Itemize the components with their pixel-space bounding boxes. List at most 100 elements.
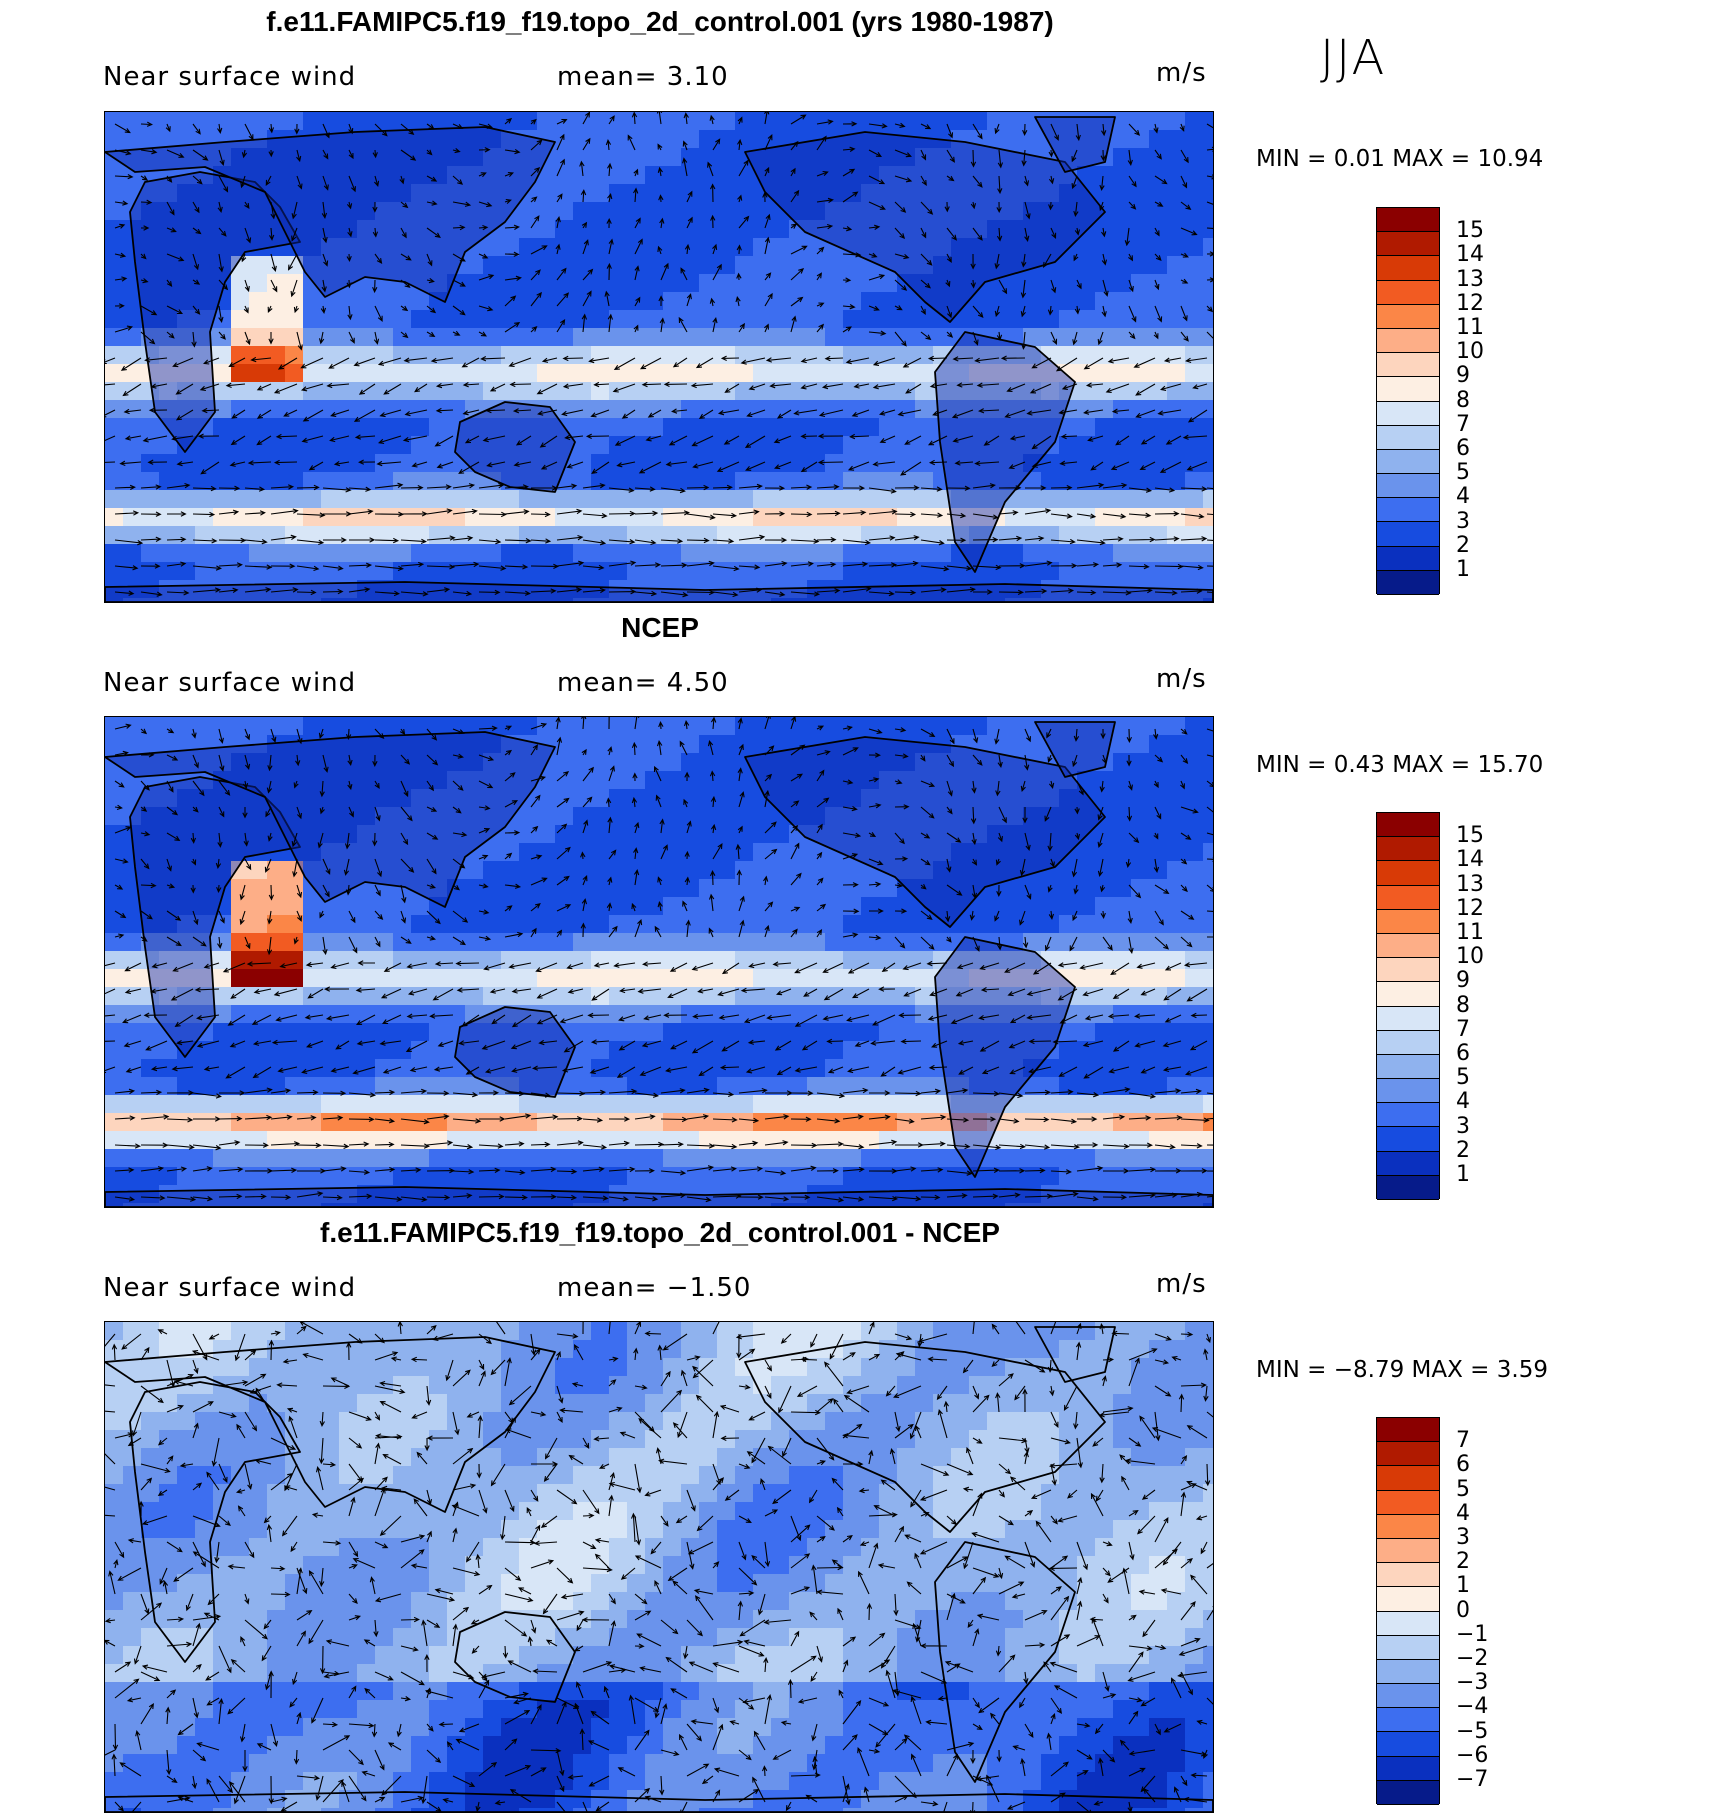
wind-vector [211,1437,220,1467]
wind-vector [905,383,922,394]
wind-vector [660,562,688,568]
wind-vector [598,1463,610,1469]
wind-vector [776,1066,792,1076]
wind-vector [764,134,773,151]
wind-vector [1024,754,1030,771]
wind-vector [613,357,636,371]
wind-vector [764,745,775,756]
wind-vector [1154,1644,1167,1651]
wind-vector [456,987,480,993]
wind-vector [790,1655,817,1673]
wind-vector [589,1066,610,1074]
colorbar-tick-label: 15 [1456,823,1484,849]
wind-vector [556,133,565,151]
wind-vector [790,511,813,518]
wind-vector [244,858,252,871]
wind-vector [556,1411,563,1424]
wind-vector [1206,910,1213,912]
wind-vector [244,227,252,244]
wind-vector [927,1356,948,1362]
wind-vector [179,1462,194,1468]
wind-vector [588,357,610,364]
wind-vector [1076,1437,1083,1469]
wind-vector [1076,1600,1083,1621]
colorbar-swatch [1377,498,1439,523]
wind-vector [972,1091,1000,1097]
wind-vector [114,252,127,258]
wind-vector [1050,1595,1070,1621]
wind-vector [790,872,802,886]
wind-vector [374,1141,395,1148]
wind-vector [400,561,425,568]
wind-vector [352,1557,376,1569]
wind-vector [920,1671,948,1684]
wind-vector [920,1511,930,1517]
wind-vector [634,1141,665,1148]
wind-vector [712,138,721,151]
wind-vector [504,1090,526,1097]
wind-vector [556,904,572,912]
wind-vector [1180,331,1189,342]
wind-vector [348,1615,362,1621]
wind-vector [478,147,491,153]
wind-vector [581,313,588,333]
wind-vector [744,435,766,449]
wind-vector [379,1040,402,1046]
wind-vector [348,331,355,344]
colorbar-swatch [1377,1079,1439,1104]
wind-vector [945,279,951,288]
wind-vector [853,383,870,389]
wind-vector [532,1065,558,1071]
wind-vector [790,906,801,912]
wind-vector [166,331,175,339]
wind-vector [537,409,558,416]
wind-vector [173,1379,194,1387]
wind-vector [790,824,799,834]
wind-vector [293,1749,300,1765]
wind-vector [374,590,400,597]
wind-vector [124,435,142,441]
wind-vector [608,1196,629,1202]
wind-vector [1128,253,1133,262]
wind-vector [1050,1586,1062,1595]
wind-vector [1180,1557,1193,1569]
wind-vector [998,1515,1014,1526]
wind-vector [270,1796,288,1803]
wind-vector [192,201,200,214]
wind-vector [157,1437,168,1446]
wind-vector [348,910,356,924]
wind-vector [686,513,716,520]
wind-vector [166,1616,185,1622]
wind-vector [341,1780,350,1803]
colorbar-tick-label: 1 [1456,1573,1470,1599]
wind-vector [1110,962,1130,975]
wind-vector [114,933,125,939]
wind-vector [399,728,406,736]
wind-vector [517,1587,532,1595]
wind-vector [166,806,179,816]
wind-vector [712,1662,740,1673]
wind-vector [946,1515,958,1526]
wind-vector [880,1066,896,1077]
wind-vector [894,149,912,158]
wind-vector [322,1194,343,1201]
wind-vector [426,1489,433,1506]
wind-vector [976,1613,1000,1621]
wind-vector [1076,279,1082,290]
wind-vector [1128,331,1136,340]
wind-vector [270,484,295,490]
wind-vector [920,806,935,819]
wind-vector [475,1801,481,1812]
wind-vector [192,1541,206,1568]
colorbar-swatch [1377,1780,1439,1805]
wind-vector [932,409,948,416]
wind-vector [972,1723,983,1731]
wind-vector [1048,149,1054,158]
colorbar-swatch [1377,1732,1439,1757]
wind-vector [192,1422,199,1439]
wind-vector [1073,253,1079,262]
wind-vector [879,435,896,443]
wind-vector [273,383,298,394]
wind-vector [256,383,272,391]
wind-vector [633,869,640,886]
